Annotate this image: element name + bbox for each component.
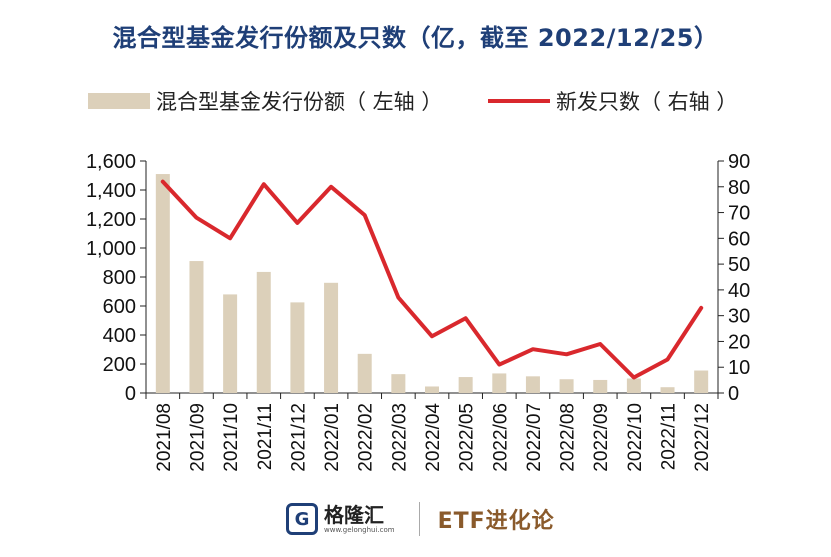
legend-line-label: 新发只数（ 右轴 ） (556, 90, 738, 114)
y-left-tick-label: 1,600 (86, 151, 136, 173)
bar (492, 373, 507, 393)
bar (593, 379, 608, 393)
y-right-tick-label: 30 (728, 306, 750, 328)
y-left-tick-label: 600 (103, 296, 136, 318)
y-right-tick-label: 40 (728, 280, 750, 302)
y-right-tick-label: 80 (728, 177, 750, 199)
x-tick-label: 2022/10 (625, 403, 646, 472)
brand-name: 格隆汇 (324, 502, 384, 527)
bar (256, 271, 271, 393)
y-left-tick-label: 400 (103, 325, 136, 347)
footer-divider (418, 502, 420, 536)
x-tick-label: 2022/01 (322, 403, 343, 472)
line-series (160, 179, 704, 380)
y-left-tick-label: 0 (125, 383, 136, 405)
bar (357, 353, 372, 393)
bar (425, 386, 439, 393)
x-tick-label: 2021/11 (255, 403, 276, 470)
brand: 格隆汇 www.gelonghui.com (324, 505, 395, 534)
x-tick-label: 2022/06 (490, 403, 511, 472)
legend-item-bar: 混合型基金发行份额（ 左轴 ） (88, 86, 442, 116)
legend-line-swatch (488, 99, 550, 103)
x-tick-label: 2021/12 (288, 403, 309, 472)
x-tick-label: 2022/11 (659, 403, 680, 470)
x-tick-label: 2022/12 (692, 403, 713, 472)
column-name: ETF进化论 (437, 509, 555, 534)
x-tick-label: 2021/10 (221, 403, 242, 472)
bar (694, 370, 709, 393)
legend: 混合型基金发行份额（ 左轴 ） 新发只数（ 右轴 ） (0, 86, 831, 116)
legend-bar-swatch (88, 93, 150, 109)
bar (324, 282, 339, 393)
x-tick-label: 2022/09 (591, 403, 612, 472)
bar (660, 387, 675, 393)
x-tick-label: 2022/03 (389, 403, 410, 472)
y-left-tick-label: 800 (103, 267, 136, 289)
x-tick-label: 2022/08 (558, 403, 579, 472)
x-tick-label: 2022/02 (356, 403, 377, 472)
y-right-tick-label: 50 (728, 254, 750, 276)
bar (290, 302, 305, 393)
legend-bar-label: 混合型基金发行份额（ 左轴 ） (156, 90, 443, 114)
y-right-tick-label: 90 (728, 151, 750, 173)
bar (626, 378, 641, 393)
legend-item-line: 新发只数（ 右轴 ） (488, 86, 737, 116)
y-right-tick-label: 60 (728, 228, 750, 250)
bar (223, 294, 238, 393)
y-left-tick-label: 1,200 (86, 209, 136, 231)
y-right-tick-label: 10 (728, 357, 750, 379)
brand-site: www.gelonghui.com (324, 525, 395, 534)
bar (525, 376, 540, 393)
brand-logo-icon: G (286, 503, 318, 535)
footer: G 格隆汇 www.gelonghui.com ETF进化论 (286, 499, 555, 539)
y-right-tick-label: 0 (728, 383, 739, 405)
y-left-tick-label: 200 (103, 354, 136, 376)
x-tick-label: 2022/05 (457, 403, 478, 472)
x-tick-label: 2021/08 (154, 403, 175, 472)
y-left-tick-label: 1,400 (86, 180, 136, 202)
x-tick-label: 2022/04 (423, 403, 444, 472)
y-right-tick-label: 20 (728, 331, 750, 353)
chart-title: 混合型基金发行份额及只数（亿，截至 2022/12/25） (112, 24, 719, 52)
y-left-tick-label: 1,000 (86, 238, 136, 260)
bar (391, 374, 406, 393)
bar (458, 377, 473, 393)
x-tick-label: 2022/07 (524, 403, 545, 472)
y-right-tick-label: 70 (728, 203, 750, 225)
bar (155, 174, 170, 393)
x-tick-label: 2021/09 (187, 403, 208, 472)
bar (189, 261, 204, 393)
bar (559, 379, 574, 393)
